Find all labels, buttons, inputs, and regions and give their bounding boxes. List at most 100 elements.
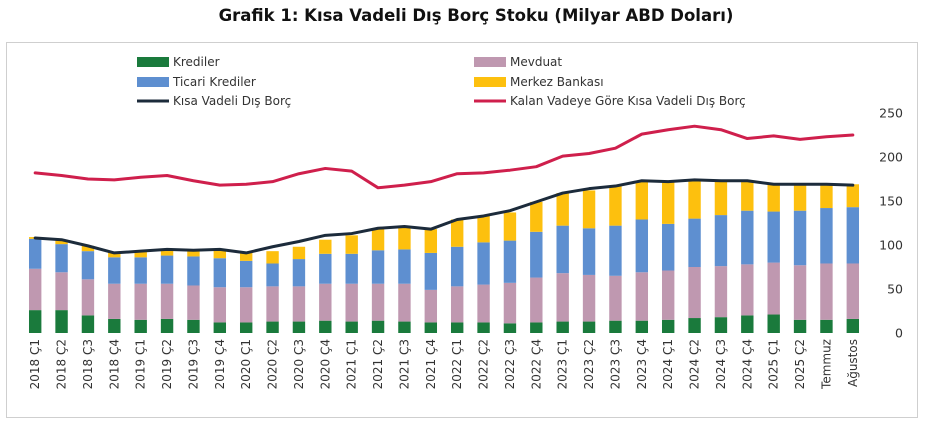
bar-3-17 [450,246,464,287]
bar-4-9 [239,252,253,261]
bar-2-22 [582,274,596,322]
bar-2-27 [714,266,728,318]
legend-label: Mevduat [510,55,562,69]
bar-2-5 [134,283,147,320]
bar-4-4 [108,252,121,258]
y-tick-label: 200 [879,150,903,165]
bar-2-17 [450,286,464,323]
bar-3-25 [661,223,675,271]
bar-1-6 [160,318,174,333]
bar-3-27 [714,215,728,267]
bar-3-5 [134,257,147,284]
bar-2-11 [292,286,306,322]
bar-4-8 [213,249,227,259]
x-tick-label: 2022 Ç2 [477,339,491,389]
bar-1-13 [345,321,358,333]
bar-3-29 [767,211,780,263]
bar-1-2 [55,310,68,333]
bar-3-22 [582,228,596,275]
legend-swatch [474,77,506,87]
bar-4-2 [55,239,68,245]
bar-2-29 [767,262,780,315]
bar-1-27 [714,317,728,333]
series-line-1 [33,178,855,255]
bar-4-3 [81,245,95,252]
x-tick-label: 2018 Ç1 [28,339,42,389]
y-tick-label: 250 [879,106,903,121]
legend-label: Kısa Vadeli Dış Borç [173,94,291,108]
bar-1-31 [820,319,833,333]
legend-swatch [137,57,169,67]
x-tick-label: 2021 Ç2 [371,339,385,389]
bar-1-5 [134,319,147,333]
bar-3-12 [319,253,332,284]
bar-3-15 [398,249,411,284]
legend-swatch [474,57,506,67]
bar-2-31 [820,263,833,320]
y-tick-label: 150 [879,194,903,209]
bar-4-6 [160,249,174,256]
bar-2-14 [371,283,385,321]
bar-4-17 [450,219,464,247]
bar-3-10 [266,263,279,287]
bar-1-11 [292,321,306,333]
bar-2-23 [609,275,622,321]
bar-2-7 [187,285,200,320]
bar-1-1 [28,310,42,333]
bar-4-13 [345,235,358,254]
x-tick-label: 2022 Ç4 [529,339,543,389]
bar-1-17 [450,322,464,333]
x-tick-label: 2021 Ç4 [424,339,438,389]
bar-2-15 [398,283,411,322]
x-tick-label: 2023 Ç3 [608,339,622,389]
x-tick-label: Ağustos [846,339,860,387]
x-tick-label: 2020 Ç2 [266,339,280,389]
bar-1-16 [424,322,438,333]
bar-4-31 [820,184,833,209]
bar-3-14 [371,250,385,284]
x-tick-label: 2019 Ç2 [160,339,174,389]
bar-4-32 [846,184,860,208]
bar-1-30 [793,319,807,333]
bar-4-11 [292,246,306,260]
bar-1-10 [266,321,279,333]
legend-label: Krediler [173,55,220,69]
y-tick-label: 0 [895,326,903,341]
bar-4-14 [371,228,385,251]
bar-4-18 [477,215,490,243]
bar-3-24 [635,219,649,273]
bar-1-21 [556,321,569,333]
bar-3-2 [55,244,68,273]
bar-3-32 [846,207,860,264]
bar-4-19 [503,212,517,241]
bar-2-12 [319,283,332,321]
bar-1-25 [661,319,675,333]
bar-4-27 [714,180,728,216]
x-tick-label: 2018 Ç2 [55,339,69,389]
bar-4-21 [556,193,569,226]
bar-3-19 [503,240,517,283]
x-tick-label: 2019 Ç1 [134,339,148,389]
bar-2-2 [55,272,68,311]
bar-4-16 [424,229,438,253]
x-tick-label: 2023 Ç1 [556,339,570,389]
bar-4-15 [398,226,411,250]
bar-4-29 [767,184,780,212]
bar-4-24 [635,180,649,220]
bar-1-24 [635,320,649,333]
x-tick-label: 2024 Ç1 [661,339,675,389]
bar-4-10 [266,251,279,264]
series-line-2 [33,124,855,190]
bar-3-26 [688,218,701,267]
x-tick-label: 2019 Ç4 [213,339,227,389]
bar-3-13 [345,253,358,284]
bar-1-29 [767,314,780,333]
x-tick-label: 2020 Ç4 [318,339,332,389]
bar-1-12 [319,320,332,333]
bar-2-19 [503,282,517,324]
bar-3-9 [239,260,253,288]
bar-3-30 [793,210,807,266]
bar-3-23 [609,225,622,276]
bar-4-28 [741,180,754,211]
bar-2-18 [477,284,490,323]
